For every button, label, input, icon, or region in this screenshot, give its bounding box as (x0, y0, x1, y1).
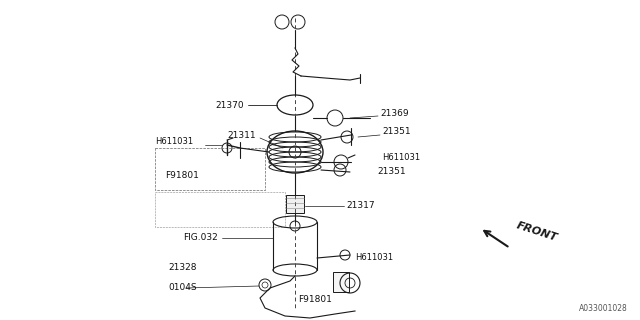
Text: 21328: 21328 (168, 263, 196, 273)
Text: H611031: H611031 (382, 154, 420, 163)
Text: F91801: F91801 (298, 295, 332, 305)
Text: 21311: 21311 (227, 131, 255, 140)
Text: F91801: F91801 (165, 171, 199, 180)
Text: 0104S: 0104S (168, 284, 196, 292)
Bar (155, 192, 285, 227)
Text: 21370: 21370 (215, 100, 244, 109)
Text: 21317: 21317 (346, 201, 374, 210)
Text: 21369: 21369 (380, 108, 408, 117)
Text: 21351: 21351 (377, 167, 406, 177)
Text: FRONT: FRONT (515, 221, 559, 243)
Text: 21351: 21351 (382, 127, 411, 137)
Text: FIG.032: FIG.032 (183, 234, 218, 243)
Text: H611031: H611031 (355, 253, 393, 262)
Text: A033001028: A033001028 (579, 304, 628, 313)
Bar (333, 272, 349, 292)
Bar (286, 195, 304, 213)
Bar (155, 148, 265, 190)
Text: H611031: H611031 (155, 138, 193, 147)
